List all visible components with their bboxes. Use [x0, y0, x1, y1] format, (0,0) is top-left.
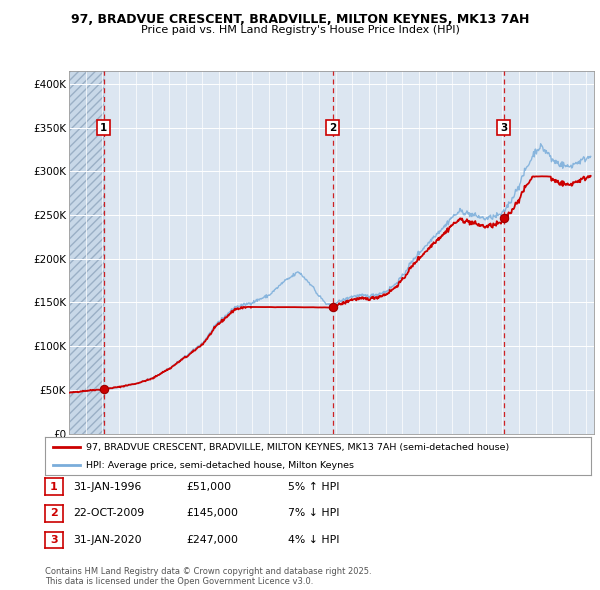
Text: 3: 3 — [500, 123, 507, 133]
Text: 97, BRADVUE CRESCENT, BRADVILLE, MILTON KEYNES, MK13 7AH (semi-detached house): 97, BRADVUE CRESCENT, BRADVILLE, MILTON … — [86, 443, 509, 452]
Text: 31-JAN-1996: 31-JAN-1996 — [73, 482, 142, 491]
Text: 31-JAN-2020: 31-JAN-2020 — [73, 535, 142, 545]
Text: 7% ↓ HPI: 7% ↓ HPI — [288, 509, 340, 518]
Text: 1: 1 — [100, 123, 107, 133]
Text: Contains HM Land Registry data © Crown copyright and database right 2025.
This d: Contains HM Land Registry data © Crown c… — [45, 567, 371, 586]
Text: 5% ↑ HPI: 5% ↑ HPI — [288, 482, 340, 491]
Text: 22-OCT-2009: 22-OCT-2009 — [73, 509, 145, 518]
Text: 4% ↓ HPI: 4% ↓ HPI — [288, 535, 340, 545]
Text: 3: 3 — [50, 535, 58, 545]
Text: £145,000: £145,000 — [186, 509, 238, 518]
Text: Price paid vs. HM Land Registry's House Price Index (HPI): Price paid vs. HM Land Registry's House … — [140, 25, 460, 35]
Text: £247,000: £247,000 — [186, 535, 238, 545]
Text: 2: 2 — [50, 509, 58, 518]
Text: 1: 1 — [50, 482, 58, 491]
Text: 97, BRADVUE CRESCENT, BRADVILLE, MILTON KEYNES, MK13 7AH: 97, BRADVUE CRESCENT, BRADVILLE, MILTON … — [71, 13, 529, 26]
Text: HPI: Average price, semi-detached house, Milton Keynes: HPI: Average price, semi-detached house,… — [86, 461, 354, 470]
Text: 2: 2 — [329, 123, 336, 133]
Text: £51,000: £51,000 — [186, 482, 231, 491]
Polygon shape — [69, 71, 104, 434]
